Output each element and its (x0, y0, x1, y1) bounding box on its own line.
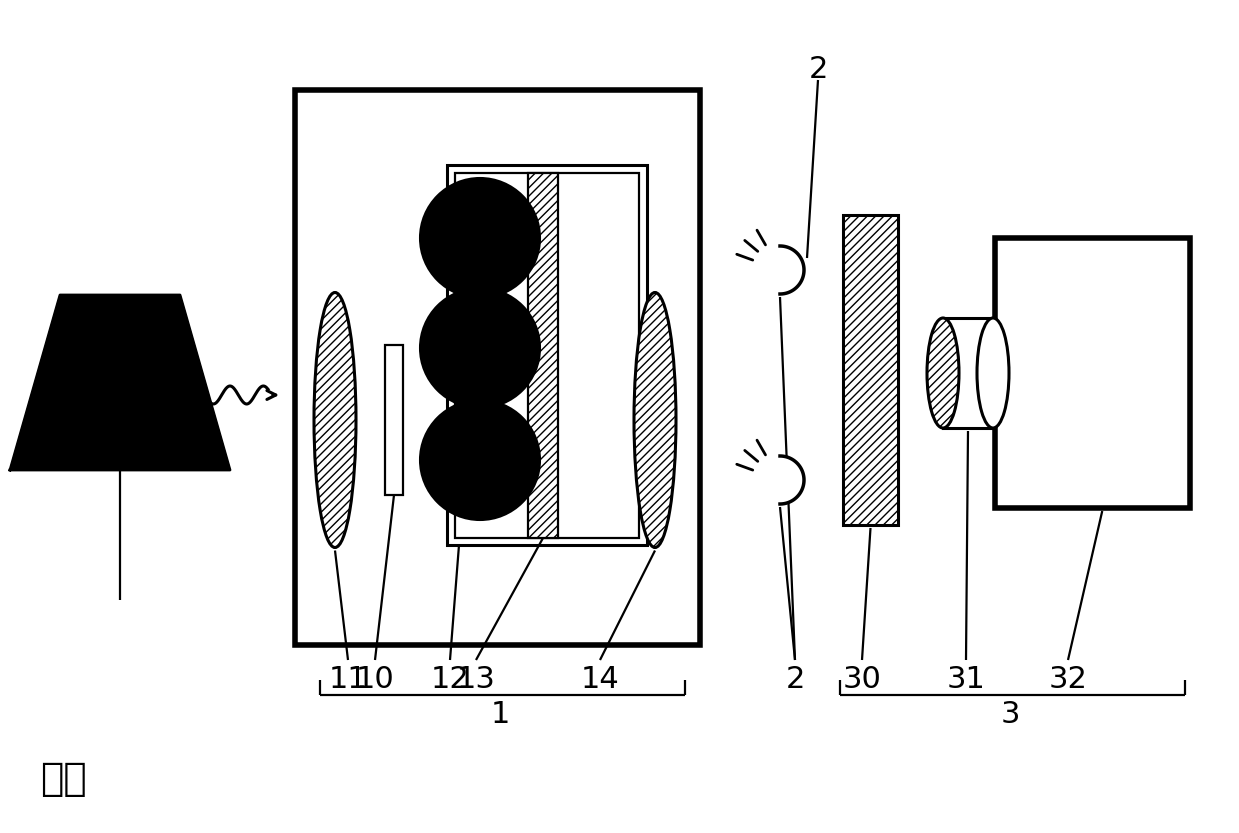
Ellipse shape (634, 292, 676, 547)
Bar (447, 165, 647, 545)
Polygon shape (781, 456, 804, 504)
Ellipse shape (313, 292, 356, 547)
Bar (528, 173, 558, 538)
Text: 3: 3 (1000, 700, 1020, 729)
Text: 2: 2 (786, 665, 804, 694)
Text: 14: 14 (581, 665, 620, 694)
Text: 热源: 热源 (40, 760, 87, 798)
Text: 13: 13 (456, 665, 496, 694)
Bar (455, 173, 639, 538)
Bar (995, 238, 1189, 508)
Circle shape (420, 178, 540, 298)
Bar (385, 345, 403, 495)
Text: 32: 32 (1048, 665, 1088, 694)
Text: 2: 2 (808, 55, 828, 84)
Bar (843, 215, 898, 525)
Circle shape (420, 288, 540, 408)
Text: 11: 11 (328, 665, 368, 694)
Text: 10: 10 (356, 665, 394, 694)
Text: 12: 12 (431, 665, 470, 694)
Text: 1: 1 (491, 700, 509, 729)
Ellipse shape (927, 318, 959, 428)
Polygon shape (10, 295, 230, 470)
Text: 31: 31 (947, 665, 985, 694)
Circle shape (420, 400, 540, 520)
Ellipse shape (978, 318, 1009, 428)
Bar (295, 90, 700, 645)
Polygon shape (781, 246, 804, 294)
Bar (943, 318, 992, 428)
Text: 30: 30 (843, 665, 881, 694)
